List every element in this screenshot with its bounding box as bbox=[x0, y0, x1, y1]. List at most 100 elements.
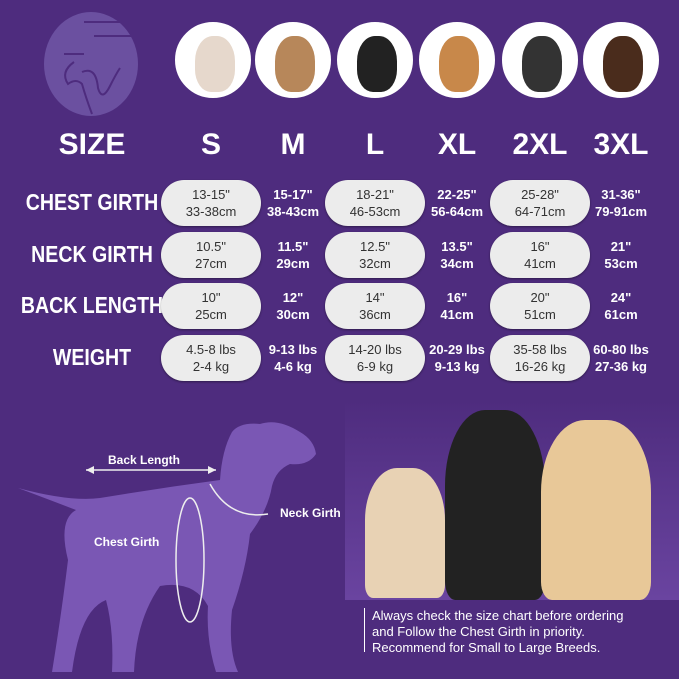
size-xl: XL bbox=[437, 128, 477, 161]
imperial-value: 10" bbox=[201, 290, 221, 305]
metric-value: 51cm bbox=[524, 307, 556, 322]
size-3xl: 3XL bbox=[593, 128, 649, 161]
imperial-value: 21" bbox=[610, 239, 632, 254]
pet-logo-icon bbox=[44, 12, 138, 116]
imperial-value: 14" bbox=[365, 290, 385, 305]
metric-value: 4-6 kg bbox=[274, 359, 312, 374]
imperial-value: 14-20 lbs bbox=[348, 342, 402, 357]
imperial-value: 15-17" bbox=[273, 187, 313, 202]
metric-value: 46-53cm bbox=[349, 204, 401, 219]
metric-value: 34cm bbox=[440, 256, 474, 271]
imperial-value: 11.5" bbox=[277, 239, 309, 254]
imperial-value: 16" bbox=[446, 290, 468, 305]
imperial-value: 31-36" bbox=[601, 187, 641, 202]
breed-avatar-chihuahua bbox=[175, 22, 251, 98]
table-cell: 21" 53cm bbox=[571, 232, 671, 278]
size-heading: SIZE bbox=[58, 128, 126, 161]
metric-value: 25cm bbox=[195, 307, 227, 322]
table-cell: 12.5" 32cm bbox=[325, 232, 425, 278]
note-divider bbox=[364, 608, 365, 652]
metric-value: 36cm bbox=[359, 307, 391, 322]
metric-value: 9-13 kg bbox=[434, 359, 480, 374]
table-cell: 31-36" 79-91cm bbox=[571, 180, 671, 226]
breed-avatar-border-collie bbox=[502, 22, 578, 98]
metric-value: 56-64cm bbox=[430, 204, 484, 219]
imperial-value: 12.5" bbox=[360, 239, 390, 254]
imperial-value: 35-58 lbs bbox=[513, 342, 567, 357]
table-cell: 14-20 lbs 6-9 kg bbox=[325, 335, 425, 381]
breed-avatar-boston-terrier bbox=[337, 22, 413, 98]
metric-value: 30cm bbox=[276, 307, 310, 322]
metric-value: 79-91cm bbox=[594, 204, 648, 219]
imperial-value: 24" bbox=[610, 290, 632, 305]
neck-girth-label: Neck Girth bbox=[280, 506, 341, 520]
imperial-value: 13.5" bbox=[441, 239, 473, 254]
metric-value: 64-71cm bbox=[514, 204, 566, 219]
table-cell: 20" 51cm bbox=[490, 283, 590, 329]
size-note: Always check the size chart before order… bbox=[372, 608, 623, 656]
size-2xl: 2XL bbox=[512, 128, 568, 161]
dogs-photo bbox=[345, 400, 679, 600]
table-cell: 60-80 lbs 27-36 kg bbox=[571, 335, 671, 381]
imperial-value: 18-21" bbox=[356, 187, 394, 202]
metric-value: 27-36 kg bbox=[594, 359, 648, 374]
table-cell: 35-58 lbs 16-26 kg bbox=[490, 335, 590, 381]
metric-value: 53cm bbox=[604, 256, 638, 271]
size-l: L bbox=[365, 128, 385, 161]
row-label: CHEST GIRTH bbox=[25, 189, 159, 215]
breed-avatar-doberman bbox=[583, 22, 659, 98]
table-cell: 9-13 lbs 4-6 kg bbox=[243, 335, 343, 381]
metric-value: 32cm bbox=[359, 256, 391, 271]
table-cell: 10" 25cm bbox=[161, 283, 261, 329]
note-line: Recommend for Small to Large Breeds. bbox=[372, 640, 601, 655]
back-length-label: Back Length bbox=[108, 453, 181, 467]
table-cell: 4.5-8 lbs 2-4 kg bbox=[161, 335, 261, 381]
metric-value: 6-9 kg bbox=[356, 359, 394, 374]
table-cell: 13-15" 33-38cm bbox=[161, 180, 261, 226]
imperial-value: 16" bbox=[530, 239, 550, 254]
row-label: WEIGHT bbox=[52, 344, 132, 370]
dog-silhouette bbox=[18, 422, 316, 672]
note-line: Always check the size chart before order… bbox=[372, 608, 624, 623]
table-cell: 16" 41cm bbox=[407, 283, 507, 329]
table-cell: 16" 41cm bbox=[490, 232, 590, 278]
table-cell: 18-21" 46-53cm bbox=[325, 180, 425, 226]
imperial-value: 25-28" bbox=[521, 187, 559, 202]
table-cell: 10.5" 27cm bbox=[161, 232, 261, 278]
metric-value: 2-4 kg bbox=[192, 359, 230, 374]
metric-value: 61cm bbox=[604, 307, 638, 322]
table-cell: 24" 61cm bbox=[571, 283, 671, 329]
table-cell: 12" 30cm bbox=[243, 283, 343, 329]
imperial-value: 20" bbox=[530, 290, 550, 305]
imperial-value: 22-25" bbox=[437, 187, 477, 202]
metric-value: 16-26 kg bbox=[514, 359, 566, 374]
chest-girth-label: Chest Girth bbox=[94, 535, 160, 549]
breed-avatar-shih-tzu bbox=[255, 22, 331, 98]
table-cell: 20-29 lbs 9-13 kg bbox=[407, 335, 507, 381]
metric-value: 41cm bbox=[524, 256, 556, 271]
imperial-value: 20-29 lbs bbox=[429, 342, 485, 357]
note-line: and Follow the Chest Girth in priority. bbox=[372, 624, 585, 639]
imperial-value: 60-80 lbs bbox=[593, 342, 649, 357]
imperial-value: 10.5" bbox=[196, 239, 226, 254]
metric-value: 41cm bbox=[440, 307, 474, 322]
table-cell: 13.5" 34cm bbox=[407, 232, 507, 278]
metric-value: 29cm bbox=[276, 256, 310, 271]
imperial-value: 9-13 lbs bbox=[268, 342, 318, 357]
imperial-value: 12" bbox=[282, 290, 304, 305]
breed-avatar-beagle bbox=[419, 22, 495, 98]
metric-value: 38-43cm bbox=[266, 204, 320, 219]
size-m: M bbox=[280, 128, 306, 161]
imperial-value: 13-15" bbox=[192, 187, 230, 202]
size-s: S bbox=[200, 128, 221, 161]
row-label: NECK GIRTH bbox=[31, 241, 153, 267]
table-cell: 15-17" 38-43cm bbox=[243, 180, 343, 226]
table-cell: 11.5" 29cm bbox=[243, 232, 343, 278]
table-cell: 14" 36cm bbox=[325, 283, 425, 329]
table-cell: 22-25" 56-64cm bbox=[407, 180, 507, 226]
table-cell: 25-28" 64-71cm bbox=[490, 180, 590, 226]
metric-value: 33-38cm bbox=[185, 204, 237, 219]
metric-value: 27cm bbox=[195, 256, 227, 271]
row-label: BACK LENGTH bbox=[20, 292, 164, 318]
imperial-value: 4.5-8 lbs bbox=[186, 342, 236, 357]
